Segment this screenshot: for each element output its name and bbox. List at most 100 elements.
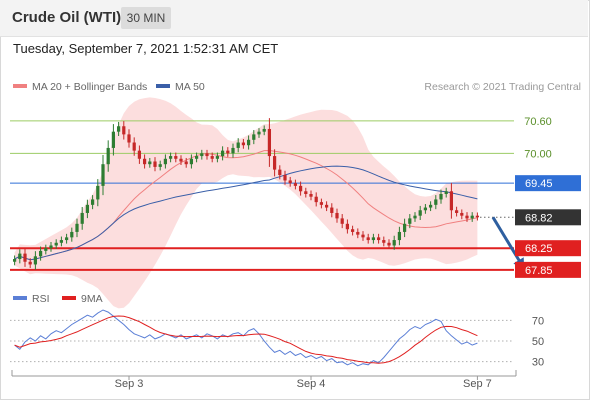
price-level-tag-67.85: [515, 261, 581, 278]
price-level-tag-68.25: [515, 240, 581, 257]
candle-body: [106, 147, 110, 165]
candle-body: [96, 185, 100, 200]
candle-body: [470, 215, 474, 219]
candle-body: [168, 156, 173, 159]
candle-body: [413, 215, 417, 219]
candle-body: [116, 126, 121, 132]
timeframe-button[interactable]: 30 MIN: [121, 7, 171, 29]
candle-body: [397, 231, 402, 241]
candle-body: [288, 180, 292, 184]
ma50-legend-swatch: [156, 84, 170, 88]
candle-body: [189, 158, 194, 165]
candle-body: [408, 218, 412, 224]
rsi-panel: 70 50 30: [10, 309, 544, 369]
candle-body: [148, 161, 152, 165]
price-level-label-67.85: 67.85: [525, 265, 553, 277]
rsi-line: [14, 309, 478, 367]
candle-body: [340, 218, 344, 224]
candle-body: [220, 150, 225, 157]
ma20-legend-swatch: [13, 84, 27, 88]
candle-body: [241, 142, 246, 146]
candle-body: [200, 153, 204, 157]
candle-body: [283, 175, 287, 181]
candle-body: [70, 231, 74, 238]
candle-body: [215, 156, 220, 159]
candle-body: [423, 207, 428, 211]
candle-body: [158, 164, 162, 167]
candle-body: [376, 237, 381, 241]
candle-body: [465, 215, 469, 219]
candle-body: [163, 158, 168, 165]
copyright-text: Research © 2021 Trading Central: [424, 81, 581, 93]
candle-body: [392, 240, 396, 246]
bollinger-bands: [14, 97, 478, 309]
candle-body: [127, 134, 131, 143]
candle-body: [122, 126, 126, 135]
candle-body: [137, 150, 142, 159]
x-tick-label: Sep 3: [115, 378, 144, 390]
candle-body: [153, 161, 157, 167]
candles: [12, 118, 480, 270]
rsi-legend: RSI 9MA: [13, 293, 103, 305]
candle-body: [382, 240, 386, 243]
instrument-title: Crude Oil (WTI): [12, 9, 122, 26]
candle-body: [449, 191, 454, 211]
candle-body: [231, 147, 235, 154]
candle-body: [205, 153, 209, 157]
candle-body: [179, 158, 183, 162]
candle-body: [304, 191, 308, 194]
ma50-legend-label: MA 50: [175, 81, 205, 93]
rsi-ma-legend-label: 9MA: [81, 293, 103, 305]
candle-body: [80, 212, 84, 224]
candle-body: [356, 231, 360, 235]
candle-body: [12, 259, 17, 262]
ma20-legend-label: MA 20 + Bollinger Bands: [32, 81, 147, 93]
rsi-ma-line: [14, 315, 478, 364]
candle-body: [132, 142, 136, 151]
candle-body: [319, 202, 324, 205]
candle-body: [345, 223, 350, 230]
candle-body: [18, 253, 22, 260]
x-tick-label: Sep 4: [297, 378, 326, 390]
candle-body: [460, 212, 464, 216]
x-axis: Sep 3 Sep 4 Sep 7: [11, 370, 517, 390]
candle-body: [262, 128, 266, 132]
rsi-legend-swatch: [13, 296, 27, 300]
candle-body: [236, 142, 240, 148]
candle-body: [252, 134, 256, 140]
main-legend: MA 20 + Bollinger Bands MA 50 Research ©…: [13, 81, 581, 93]
candle-body: [210, 156, 214, 159]
candle-body: [314, 196, 318, 203]
price-levels: [10, 120, 514, 271]
price-level-label-68.82: 68.82: [525, 212, 553, 224]
candle-body: [85, 204, 90, 213]
price-level-label-69.45: 69.45: [525, 178, 553, 190]
candle-body: [330, 207, 334, 213]
candle-body: [75, 223, 79, 232]
chart-header: Crude Oil (WTI) 30 MIN: [0, 0, 588, 37]
price-level-label-70.60: 70.60: [524, 116, 552, 128]
candle-body: [324, 204, 329, 208]
candle-body: [28, 261, 32, 265]
bollinger-band-area: [14, 97, 478, 309]
candle-body: [361, 234, 365, 238]
rsi-level-label-50: 50: [532, 336, 544, 348]
candle-body: [59, 240, 64, 243]
candle-body: [226, 150, 230, 154]
candle-body: [428, 204, 433, 208]
candle-body: [371, 237, 376, 241]
candle-body: [350, 229, 355, 232]
candle-body: [444, 191, 448, 194]
rsi-level-label-70: 70: [532, 315, 544, 327]
price-level-tag-69.45: [515, 175, 581, 192]
candle-body: [293, 183, 298, 186]
candle-body: [38, 250, 43, 257]
candle-body: [101, 164, 105, 186]
timestamp: Tuesday, September 7, 2021 1:52:31 AM CE…: [13, 41, 279, 56]
candle-body: [278, 169, 282, 176]
x-tick-label: Sep 7: [463, 378, 492, 390]
rsi-ma-legend-swatch: [62, 296, 76, 300]
candle-body: [402, 223, 407, 232]
candle-body: [64, 237, 69, 241]
candle-body: [174, 156, 178, 159]
